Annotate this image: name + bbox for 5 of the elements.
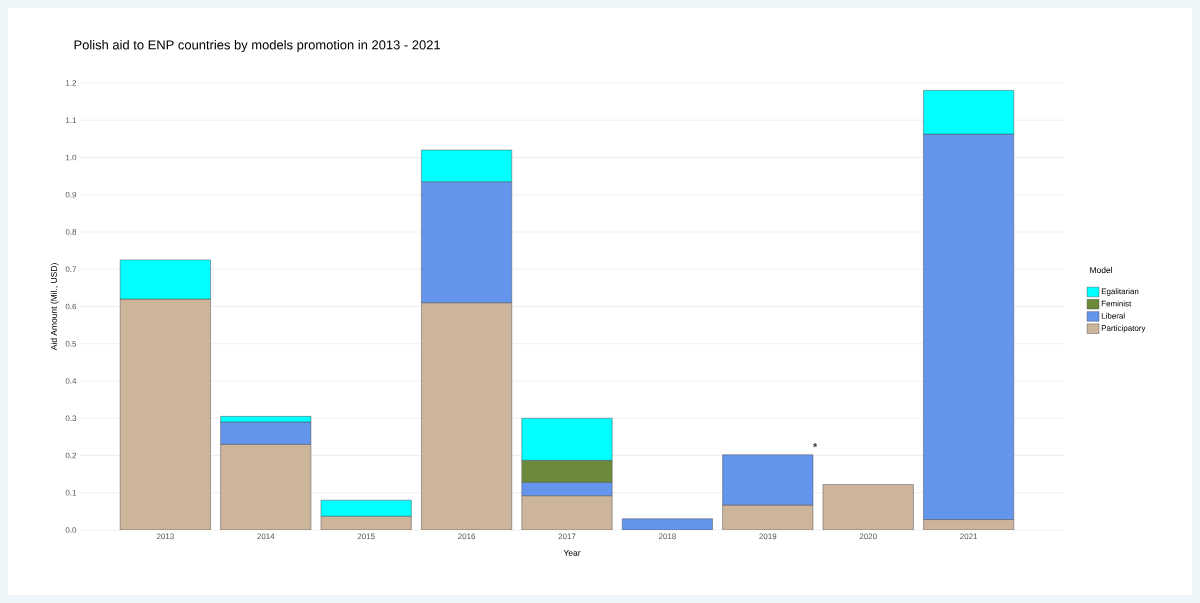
annotation: * [812, 443, 818, 448]
legend-title: Model [1090, 266, 1113, 274]
y-axis-title: Aid Amount (Mil., USD) [50, 263, 59, 351]
x-axis-title: Year [563, 549, 581, 556]
chart-title: Polish aid to ENP countries by models promotion in 2013 - 2021 [74, 39, 440, 53]
